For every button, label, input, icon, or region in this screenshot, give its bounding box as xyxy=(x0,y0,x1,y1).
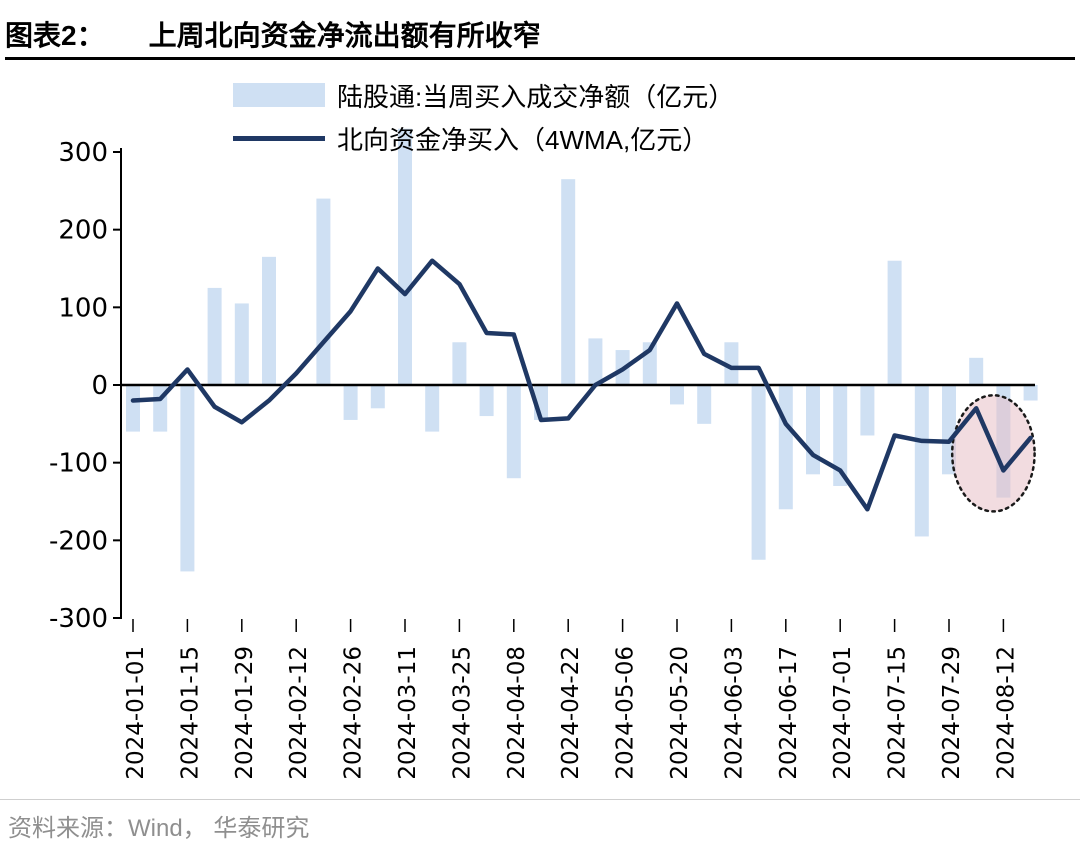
x-tick-label: 2024-04-08 xyxy=(504,646,530,780)
weekly-netbuy-bar xyxy=(343,385,358,420)
y-tick-label: 300 xyxy=(58,138,108,168)
weekly-netbuy-bar xyxy=(479,385,494,417)
x-tick-label: 2024-07-15 xyxy=(885,646,911,780)
x-tick-label: 2024-08-12 xyxy=(993,646,1019,780)
x-tick-label: 2024-07-29 xyxy=(939,646,965,780)
x-tick-label: 2024-01-15 xyxy=(177,646,203,780)
weekly-netbuy-bar xyxy=(724,342,739,385)
chart-legend: 陆股通:当周买入成交净额（亿元） 北向资金净买入（4WMA,亿元） xyxy=(233,80,734,166)
bar-series-swatch-icon xyxy=(233,83,325,107)
wma-line xyxy=(130,258,1033,512)
highlight-ellipse xyxy=(950,394,1036,513)
weekly-netbuy-bar xyxy=(778,385,793,510)
axes: 300 200 100 0 -100 -200 -300 2024-01-01 2024-01-… xyxy=(49,138,1035,780)
legend-item-line-series: 北向资金净买入（4WMA,亿元） xyxy=(233,123,734,155)
weekly-netbuy-bar xyxy=(234,303,249,385)
weekly-netbuy-bar xyxy=(887,260,902,385)
y-tick-label: 100 xyxy=(58,293,108,323)
weekly-netbuy-bar xyxy=(1023,385,1038,401)
weekly-netbuy-bar xyxy=(588,338,603,385)
y-tick-label: -100 xyxy=(49,449,108,479)
x-tick-label: 2024-01-29 xyxy=(232,646,258,780)
weekly-netbuy-bar xyxy=(180,385,195,572)
footer-divider xyxy=(0,799,1080,800)
y-tick-label: -200 xyxy=(49,526,108,556)
bar-series xyxy=(126,128,1038,572)
weekly-netbuy-bar xyxy=(914,385,929,537)
x-tick-label: 2024-04-22 xyxy=(558,646,584,780)
y-tick-label: 200 xyxy=(58,216,108,246)
x-tick-label: 2024-06-17 xyxy=(776,646,802,780)
weekly-netbuy-bar xyxy=(751,385,766,560)
source-note: 资料来源：Wind， 华泰研究 xyxy=(8,815,310,842)
chart-header: 图表2： 上周北向资金净流出额有所收窄 xyxy=(5,10,1075,60)
x-tick-label: 2024-03-11 xyxy=(395,646,421,780)
y-tick-label: -300 xyxy=(49,604,108,634)
x-tick-label: 2024-03-25 xyxy=(449,646,475,780)
weekly-netbuy-bar xyxy=(860,385,875,436)
weekly-netbuy-bar xyxy=(806,385,820,475)
legend-label-line-series: 北向资金净买入（4WMA,亿元） xyxy=(337,124,709,155)
legend-item-bar-series: 陆股通:当周买入成交净额（亿元） xyxy=(233,80,734,112)
weekly-netbuy-bar xyxy=(833,385,848,486)
highlight-annotation xyxy=(950,394,1036,513)
weekly-netbuy-bar xyxy=(969,357,984,385)
x-tick-label: 2024-05-06 xyxy=(613,646,639,780)
chart-number-label: 图表2： xyxy=(5,19,105,51)
weekly-netbuy-bar xyxy=(398,128,412,385)
x-tick-label: 2024-02-12 xyxy=(286,646,312,780)
weekly-netbuy-bar xyxy=(452,342,467,385)
weekly-netbuy-bar xyxy=(207,287,222,385)
x-tick-label: 2024-06-03 xyxy=(721,646,747,780)
chart-title: 上周北向资金净流出额有所收窄 xyxy=(148,19,541,51)
line-series-swatch-icon xyxy=(233,135,325,141)
y-tick-label: 0 xyxy=(91,371,108,401)
legend-label-bar-series: 陆股通:当周买入成交净额（亿元） xyxy=(337,81,735,112)
x-tick-label: 2024-05-20 xyxy=(667,646,693,780)
weekly-netbuy-bar xyxy=(561,179,576,385)
weekly-netbuy-bar xyxy=(697,385,712,424)
weekly-netbuy-bar xyxy=(506,385,521,479)
x-tick-label: 2024-02-26 xyxy=(341,646,367,780)
weekly-netbuy-bar xyxy=(670,385,684,405)
weekly-netbuy-bar xyxy=(126,385,140,432)
line-series xyxy=(130,258,1033,512)
weekly-netbuy-bar xyxy=(370,385,385,409)
weekly-netbuy-bar xyxy=(316,198,331,385)
weekly-netbuy-bar xyxy=(425,385,440,432)
x-tick-label: 2024-01-01 xyxy=(123,646,149,780)
x-tick-label: 2024-07-01 xyxy=(830,646,856,780)
weekly-netbuy-bar xyxy=(262,256,276,385)
